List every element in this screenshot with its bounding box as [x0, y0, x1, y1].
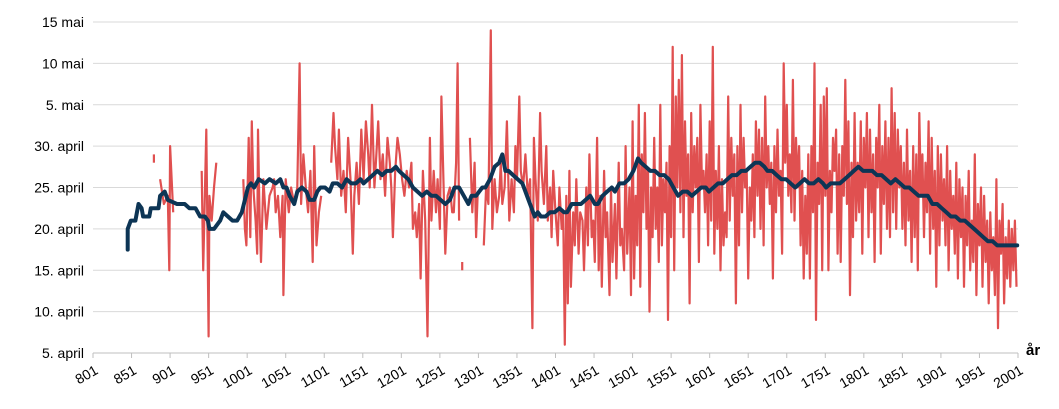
x-tick-label: 1801 — [836, 362, 871, 392]
x-axis-title: år — [1026, 342, 1040, 359]
x-tick-label: 801 — [72, 362, 100, 388]
annual-series-line — [330, 62, 461, 338]
x-tick-label: 1751 — [798, 362, 833, 392]
y-tick-label: 30. april — [34, 138, 84, 154]
x-tick-label: 1351 — [489, 362, 524, 392]
y-tick-label: 10. april — [34, 304, 84, 320]
x-tick-label: 1001 — [220, 362, 255, 392]
annual-series-line — [242, 62, 323, 297]
x-tick-label: 1451 — [567, 362, 602, 392]
x-tick-label: 1501 — [605, 362, 640, 392]
x-tick-label: 901 — [149, 362, 177, 388]
y-tick-label: 5. mai — [46, 97, 84, 113]
x-axis-tick-marks — [92, 353, 1019, 358]
x-tick-label: 1301 — [451, 362, 486, 392]
y-tick-label: 15 mai — [42, 14, 84, 30]
moving-average-line — [125, 152, 1020, 252]
x-tick-label: 851 — [111, 362, 139, 388]
annual-series-line — [159, 145, 175, 272]
x-tick-label: 1101 — [298, 362, 332, 391]
y-axis-tick-labels: 5. april 10. april 15. april 20. april 25. a… — [34, 14, 84, 361]
x-tick-label: 1051 — [258, 362, 293, 392]
x-tick-label: 1601 — [682, 362, 717, 392]
y-tick-label: 10 mai — [42, 55, 84, 71]
x-tick-label: 1701 — [759, 362, 794, 392]
x-tick-label: 1151 — [336, 362, 370, 391]
x-tick-label: 2001 — [991, 362, 1026, 392]
y-tick-label: 20. april — [34, 221, 84, 237]
plot-area — [125, 29, 1020, 346]
x-tick-label: 1651 — [721, 362, 756, 392]
x-axis-tick-labels: 801 851 901 951 1001 1051 1101 1151 1201 1251 1301… — [72, 362, 1025, 392]
x-tick-label: 951 — [188, 362, 216, 388]
x-tick-label: 1951 — [952, 362, 987, 392]
y-tick-label: 25. april — [34, 180, 84, 196]
y-tick-label: 5. april — [42, 345, 84, 361]
x-tick-label: 1201 — [374, 362, 409, 392]
x-tick-label: 1401 — [528, 362, 563, 392]
x-tick-label: 1851 — [875, 362, 910, 392]
annual-series-line — [200, 128, 218, 338]
x-tick-label: 1251 — [412, 362, 447, 392]
y-tick-label: 15. april — [34, 262, 84, 278]
x-tick-label: 1551 — [644, 362, 679, 392]
x-tick-label: 1901 — [913, 362, 948, 392]
annual-series-line — [468, 137, 479, 239]
